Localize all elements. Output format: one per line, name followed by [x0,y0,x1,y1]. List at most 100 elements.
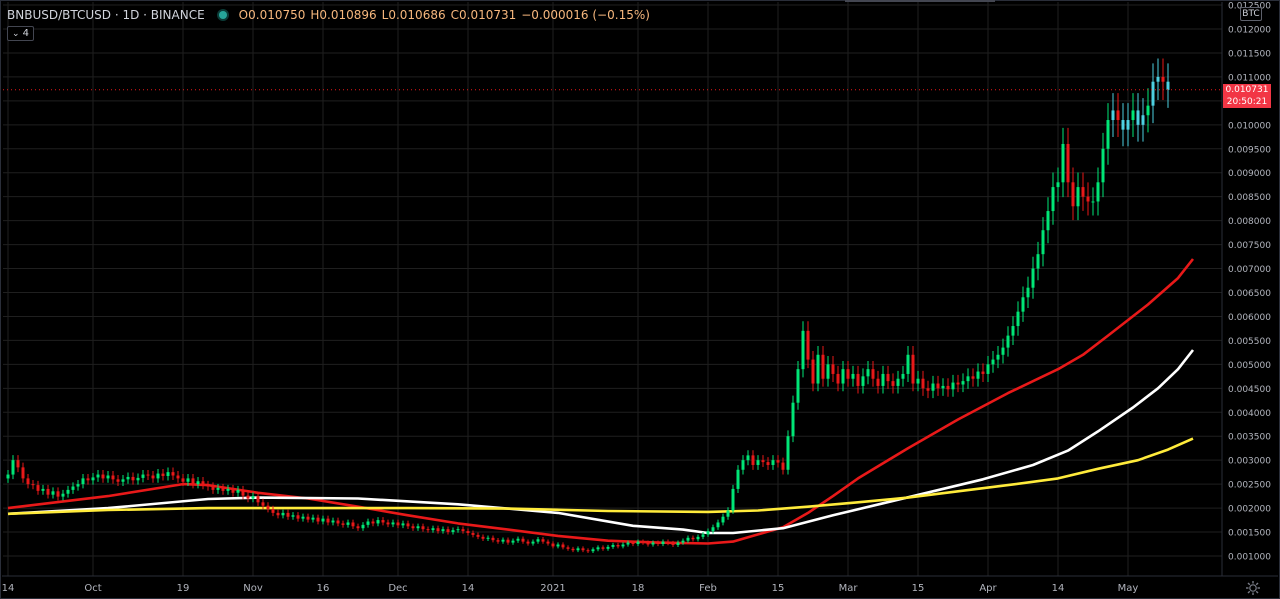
y-tick-label: 0.012000 [1228,26,1271,36]
candle-body [866,369,870,377]
gear-icon[interactable] [1245,580,1261,596]
y-tick-label: 0.002500 [1228,481,1271,491]
y-tick-label: 0.008000 [1228,217,1271,227]
candle-body [1021,297,1025,312]
x-tick-label: 19 [177,583,190,594]
market-open-icon [218,11,227,19]
candle-body [166,472,170,476]
low-value: L0.010686 [381,8,446,22]
candle-body [1076,187,1080,207]
candle-body [621,544,625,547]
candle-body [96,474,100,478]
candle-body [1161,76,1165,82]
candle-body [526,541,530,544]
candle-body [981,371,985,374]
candle-body [816,354,820,384]
candle-body [326,518,330,523]
y-tick-label: 0.004000 [1228,409,1271,419]
candle-body [176,475,180,479]
candle-body [616,544,620,547]
close-value: C0.010731 [450,8,517,22]
candle-body [871,369,875,379]
candle-body [356,526,360,529]
candle-body [846,369,850,379]
candle-body [771,460,775,465]
x-tick-label: Dec [388,583,407,594]
y-tick-label: 0.005000 [1228,361,1271,371]
currency-unit-badge[interactable]: BTC [1240,7,1262,21]
candle-body [976,371,980,379]
candle-body [826,364,830,379]
candle-body [916,378,920,384]
candle-body [566,547,570,549]
candle-body [606,546,610,549]
y-tick-label: 0.012500 [1228,2,1271,12]
candle-body [1096,182,1100,202]
candle-body [941,385,945,389]
candle-body [81,478,85,485]
candle-body [1016,311,1020,327]
candle-body [781,462,785,470]
candle-body [586,550,590,552]
candle-body [961,381,965,385]
candle-body [291,515,295,517]
candle-body [306,516,310,520]
candle-body [206,485,210,487]
candle-body [756,460,760,465]
candle-body [151,475,155,479]
candle-body [501,539,505,542]
candle-body [721,516,725,523]
candle-body [681,540,685,543]
candle-body [271,509,275,513]
indicators-toggle-button[interactable]: ⌄ 4 [7,26,34,41]
candle-body [991,359,995,365]
candle-body [451,530,455,533]
candle-body [56,491,60,497]
x-tick-label: 14 [2,583,15,594]
candle-body [181,478,185,482]
candle-body [286,512,290,517]
candle-body [246,495,250,499]
candle-body [791,402,795,437]
candle-body [806,330,810,360]
candle-body [276,512,280,516]
candle-body [801,330,805,370]
candle-body [196,481,200,485]
candle-body [66,489,70,494]
candle-body [376,520,380,524]
candle-body [1106,120,1110,149]
candle-body [411,526,415,529]
candle-body [366,521,370,525]
candle-body [551,543,555,547]
candle-body [536,539,540,542]
top-scroll-indicator [845,0,995,2]
candle-body [141,474,145,478]
candle-body [6,474,10,479]
candle-body [136,477,140,481]
y-tick-label: 0.003000 [1228,457,1271,467]
candle-body [841,369,845,384]
candle-body [1091,201,1095,203]
x-tick-label: 2021 [540,583,565,594]
candle-body [946,385,950,390]
indicator-count: 4 [22,28,29,39]
candle-body [71,486,75,490]
candle-body [1051,187,1055,212]
candle-body [956,382,960,385]
candle-body [336,520,340,524]
candle-body [1031,268,1035,288]
candle-body [886,373,890,382]
candle-body [226,488,230,491]
symbol-title[interactable]: BNBUSD/BTCUSD · 1D · BINANCE [7,8,205,22]
candle-body [11,460,15,475]
candle-body [636,541,640,545]
candle-body [51,491,55,495]
candle-body [121,479,125,482]
candle-body [506,539,510,543]
candle-body [321,518,325,522]
y-tick-label: 0.009500 [1228,145,1271,155]
candle-body [1126,120,1130,130]
candle-body [316,517,320,522]
candle-body [466,531,470,534]
